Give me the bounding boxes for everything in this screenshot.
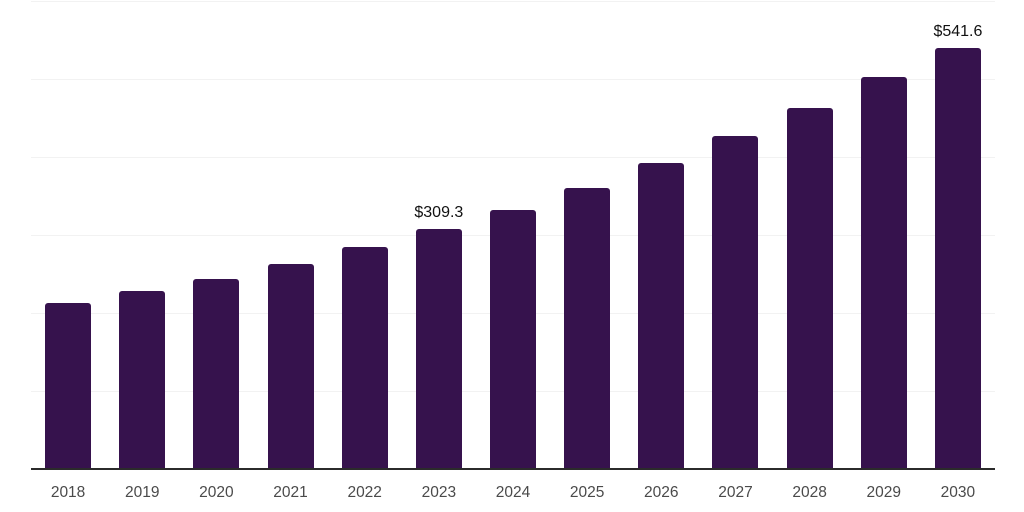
value-label-2030: $541.6 (933, 23, 983, 40)
bar-2022 (341, 247, 388, 470)
bar-2024 (490, 210, 536, 470)
x-tick-label-2022: 2022 (347, 484, 382, 501)
x-tick-label-2026: 2026 (644, 484, 679, 501)
bar-2023 (415, 229, 462, 470)
x-tick-label-2023: 2023 (421, 484, 457, 501)
bar-2027 (712, 136, 759, 470)
bar-2029 (860, 77, 907, 470)
gridline-600 (31, 1, 995, 2)
x-tick-label-2020: 2020 (199, 484, 234, 501)
bar-2018 (45, 303, 92, 470)
bar-2020 (193, 279, 240, 470)
bar-2028 (786, 108, 833, 470)
bar-2021 (267, 264, 314, 470)
bar-2030 (934, 48, 981, 470)
x-tick-label-2018: 2018 (50, 484, 86, 501)
x-axis-line (31, 468, 995, 470)
x-tick-label-2030: 2030 (940, 484, 976, 501)
value-label-2023: $309.3 (414, 204, 464, 221)
plot-area: $309.3 $541.6 (31, 0, 995, 470)
bar-2025 (564, 188, 611, 470)
x-tick-label-2025: 2025 (569, 484, 605, 501)
gridline-400 (31, 157, 995, 158)
gridline-500 (31, 79, 995, 80)
x-tick-label-2028: 2028 (792, 484, 827, 501)
x-tick-label-2021: 2021 (273, 484, 308, 501)
x-tick-label-2019: 2019 (124, 484, 160, 501)
x-tick-label-2027: 2027 (718, 484, 753, 501)
x-tick-label-2024: 2024 (495, 484, 531, 501)
bar-2019 (119, 291, 166, 470)
bar-2026 (638, 163, 685, 470)
x-tick-label-2029: 2029 (866, 484, 902, 501)
